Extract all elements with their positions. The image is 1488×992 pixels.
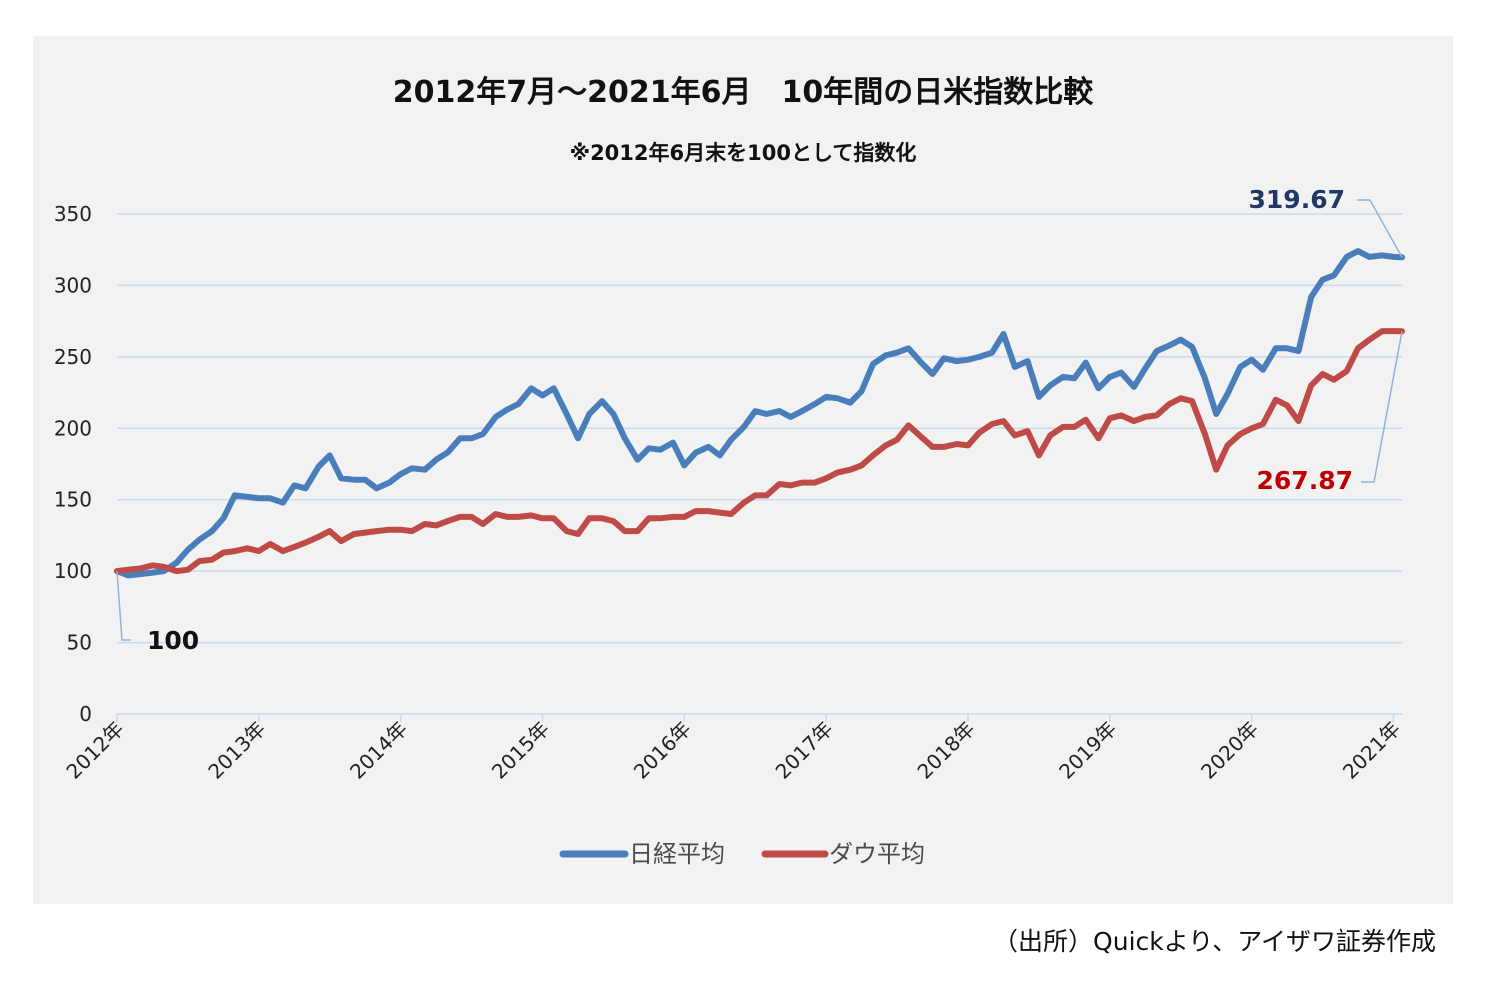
series-line-dow [114, 328, 1405, 575]
x-tick-label: 2014年 [345, 717, 412, 784]
y-tick-label: 300 [54, 273, 92, 297]
leader-line-nikkei-end [1357, 199, 1403, 258]
series-line-nikkei [114, 248, 1405, 579]
annotation-nikkei-end: 319.67 [1249, 185, 1345, 214]
leader-line-start [116, 571, 131, 641]
y-tick-label: 50 [67, 631, 92, 655]
x-tick-label: 2021年 [1338, 717, 1405, 784]
x-tick-label: 2020年 [1196, 717, 1263, 784]
chart-subtitle: ※2012年6月末を100として指数化 [570, 141, 917, 165]
grid-lines [117, 213, 1402, 644]
chart-svg: 2012年7月～2021年6月 10年間の日米指数比較 ※2012年6月末を10… [54, 75, 1405, 868]
x-tick-label: 2017年 [771, 717, 838, 784]
y-tick-label: 100 [54, 559, 92, 583]
legend-label-dow: ダウ平均 [829, 840, 925, 868]
legend-label-nikkei: 日経平均 [629, 840, 725, 868]
axes: 0 50 100 150 200 250 300 350 2012年 2013年 2014年 2015… [54, 202, 1405, 784]
chart-panel: 2012年7月～2021年6月 10年間の日米指数比較 ※2012年6月末を10… [33, 36, 1453, 904]
y-tick-label: 350 [54, 202, 92, 226]
x-tick-label: 2012年 [61, 717, 128, 784]
annotation-dow-end: 267.87 [1257, 466, 1353, 495]
y-tick-label: 250 [54, 345, 92, 369]
x-tick-label: 2016年 [629, 717, 696, 784]
source-note: （出所）Quickより、アイザワ証券作成 [993, 927, 1436, 956]
annotation-start: 100 [147, 626, 199, 655]
annotations: 319.67 267.87 100 [116, 185, 1403, 655]
legend: 日経平均 ダウ平均 [559, 840, 925, 868]
x-tick-label: 2015年 [487, 717, 554, 784]
chart-title: 2012年7月～2021年6月 10年間の日米指数比較 [393, 75, 1094, 110]
series-lines [114, 248, 1405, 579]
y-tick-label: 0 [79, 702, 92, 726]
x-tick-label: 2013年 [203, 717, 270, 784]
x-tick-label: 2019年 [1054, 717, 1121, 784]
leader-line-dow-end [1361, 331, 1403, 483]
y-tick-label: 150 [54, 488, 92, 512]
x-tick-label: 2018年 [912, 717, 979, 784]
y-tick-label: 200 [54, 416, 92, 440]
